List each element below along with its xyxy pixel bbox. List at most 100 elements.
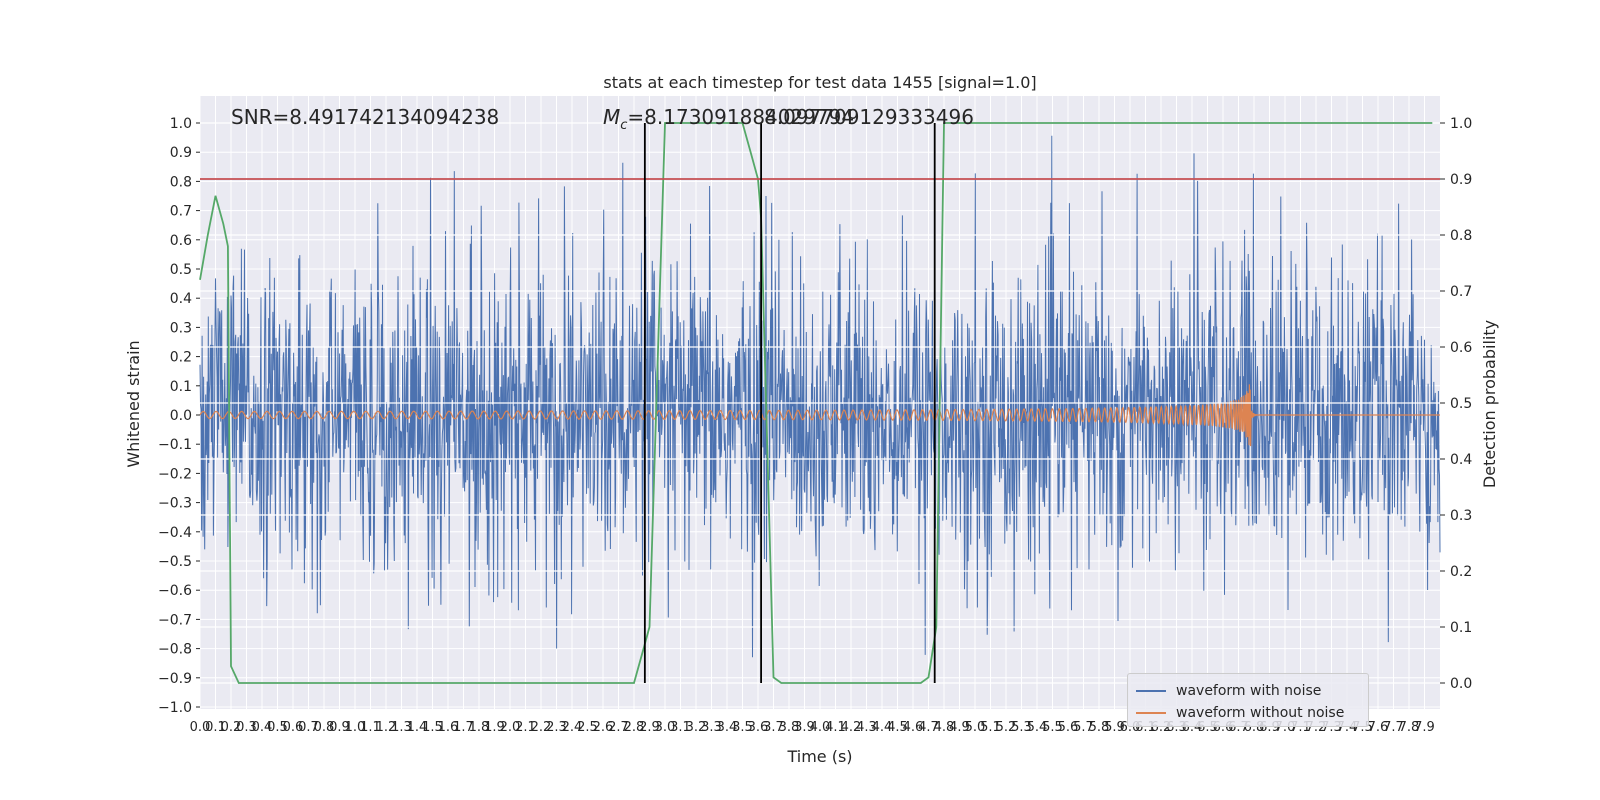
x-tick-label: 5.6 <box>1058 720 1079 735</box>
right-tick-label: 0.1 <box>1450 620 1472 636</box>
right-tick-label: 0.0 <box>1450 676 1472 692</box>
x-tick-label: 3.6 <box>748 720 769 735</box>
right-tick-label: 0.4 <box>1450 452 1472 468</box>
legend-swatch-noise <box>1136 690 1166 692</box>
x-tick-label: 5.0 <box>965 720 986 735</box>
x-tick-label: 5.9 <box>1104 720 1125 735</box>
x-tick-label: 5.1 <box>980 720 1001 735</box>
x-tick-label: 2.8 <box>624 720 645 735</box>
x-tick-label: 4.8 <box>934 720 955 735</box>
right-tick-label: 0.7 <box>1450 284 1472 300</box>
noise-waveform-line <box>199 135 1441 658</box>
left-tick-label: −0.3 <box>158 496 192 512</box>
left-tick-label: 0.6 <box>170 233 192 249</box>
x-tick-label: 3.1 <box>670 720 691 735</box>
x-tick-label: 4.5 <box>887 720 908 735</box>
x-tick-label: 1.9 <box>484 720 505 735</box>
snr-annotation: SNR=8.491742134094238 <box>231 105 499 129</box>
x-tick-label: 7.6 <box>1368 720 1389 735</box>
x-tick-label: 0.4 <box>252 720 273 735</box>
left-tick-label: 0.9 <box>170 145 192 161</box>
y-axis-label: Whitened strain <box>124 340 143 467</box>
x-tick-label: 4.7 <box>918 720 939 735</box>
x-tick-label: 2.9 <box>639 720 660 735</box>
probability-series <box>199 122 1440 684</box>
left-tick-label: 0.3 <box>170 320 192 336</box>
right-tick-label: 0.9 <box>1450 172 1472 188</box>
x-tick-label: 2.3 <box>546 720 567 735</box>
legend-item-clean: waveform without noise <box>1136 704 1344 722</box>
clean-waveform-line <box>199 384 1440 447</box>
left-tick-label: −1.0 <box>158 700 192 716</box>
left-tick-label: 0.5 <box>170 262 192 278</box>
left-tick-label: −0.6 <box>158 583 192 599</box>
legend-label-clean: waveform without noise <box>1176 705 1345 721</box>
x-tick-label: 1.2 <box>376 720 397 735</box>
event-lines <box>643 123 936 683</box>
left-tick-label: 0.8 <box>170 174 192 190</box>
left-tick-label: 0.1 <box>170 379 192 395</box>
x-tick-label: 1.1 <box>360 720 381 735</box>
x-tick-label: 5.8 <box>1089 720 1110 735</box>
x-tick-label: 3.7 <box>763 720 784 735</box>
x-tick-label: 2.4 <box>562 720 583 735</box>
y2-axis-label: Detection probability <box>1480 320 1499 488</box>
x-tick-label: 0.3 <box>236 720 257 735</box>
x-tick-label: 0.0 <box>190 720 211 735</box>
x-tick-label: 0.1 <box>205 720 226 735</box>
legend: waveform with noise waveform without noi… <box>1127 673 1369 727</box>
legend-label-noise: waveform with noise <box>1176 683 1322 699</box>
x-tick-label: 3.4 <box>717 720 738 735</box>
mc-symbol: M <box>603 105 620 129</box>
x-tick-label: 5.4 <box>1027 720 1048 735</box>
x-axis-ticks: 0.00.10.20.30.40.50.60.70.80.91.01.11.21… <box>190 720 1435 735</box>
mc-overlap-annotation: 8.097709129333496 <box>764 105 974 129</box>
x-tick-label: 4.4 <box>872 720 893 735</box>
x-tick-label: 3.9 <box>794 720 815 735</box>
x-tick-label: 2.2 <box>531 720 552 735</box>
x-tick-label: 3.8 <box>779 720 800 735</box>
probability-line <box>199 122 1433 684</box>
right-tick-label: 1.0 <box>1450 116 1472 132</box>
x-tick-label: 2.0 <box>500 720 521 735</box>
x-tick-label: 0.5 <box>267 720 288 735</box>
plot-area <box>199 122 1441 684</box>
x-tick-label: 1.6 <box>438 720 459 735</box>
mc-annotation: Mc=8.173091884029794 <box>603 105 854 133</box>
x-tick-label: 7.7 <box>1383 720 1404 735</box>
x-tick-label: 4.1 <box>825 720 846 735</box>
left-tick-label: −0.4 <box>158 525 192 541</box>
x-tick-label: 5.2 <box>996 720 1017 735</box>
left-tick-label: −0.9 <box>158 671 192 687</box>
right-axis-ticks: 1.0 0.9 0.8 0.7 0.6 0.5 0.4 0.3 0.2 0.1 0.0 <box>1440 116 1472 692</box>
x-tick-label: 4.0 <box>810 720 831 735</box>
x-tick-label: 4.9 <box>949 720 970 735</box>
chart-title: stats at each timestep for test data 145… <box>603 73 1036 92</box>
x-tick-label: 0.2 <box>221 720 242 735</box>
left-tick-label: 0.7 <box>170 204 192 220</box>
x-tick-label: 4.6 <box>903 720 924 735</box>
x-tick-label: 3.0 <box>655 720 676 735</box>
x-tick-label: 2.5 <box>577 720 598 735</box>
x-tick-label: 4.2 <box>841 720 862 735</box>
left-axis-ticks: 1.0 0.9 0.8 0.7 0.6 0.5 0.4 0.3 0.2 0.1 0.0 −0.1 −0.… <box>158 116 200 716</box>
x-tick-label: 0.7 <box>298 720 319 735</box>
noise-series <box>199 135 1441 658</box>
x-tick-label: 0.9 <box>329 720 350 735</box>
x-tick-label: 2.1 <box>515 720 536 735</box>
legend-item-noise: waveform with noise <box>1136 682 1321 700</box>
left-tick-label: 1.0 <box>170 116 192 132</box>
left-tick-label: −0.7 <box>158 612 192 628</box>
x-tick-label: 1.8 <box>469 720 490 735</box>
left-tick-label: 0.0 <box>170 408 192 424</box>
left-tick-label: −0.2 <box>158 466 192 482</box>
x-tick-label: 3.5 <box>732 720 753 735</box>
chirp-series <box>199 384 1440 447</box>
right-axis-grid <box>200 122 1440 684</box>
x-tick-label: 3.2 <box>686 720 707 735</box>
x-tick-label: 2.7 <box>608 720 629 735</box>
x-tick-label: 5.7 <box>1073 720 1094 735</box>
x-tick-label: 3.3 <box>701 720 722 735</box>
x-tick-label: 1.5 <box>422 720 443 735</box>
